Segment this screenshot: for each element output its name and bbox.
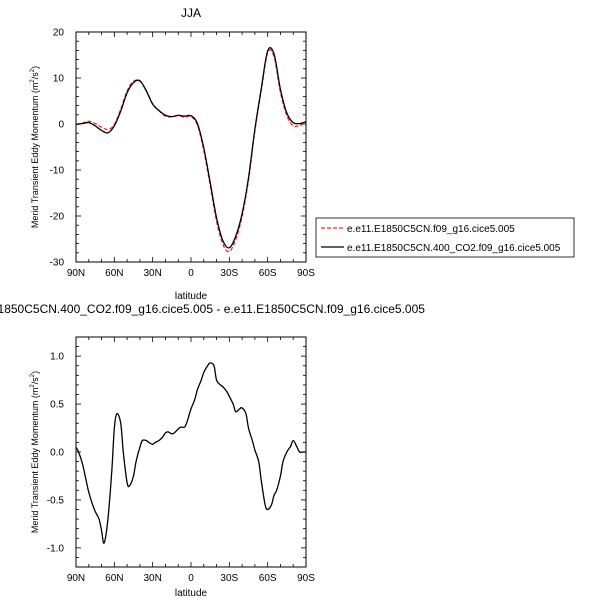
top-plot-frame (75, 31, 307, 263)
top-x-tick-label: 0 (188, 268, 194, 279)
legend: e.e11.E1850C5CN.f09_g16.cice5.005 e.e11.… (315, 217, 575, 258)
top-y-axis-label-close: ) (30, 66, 40, 69)
bottom-axis-ticks: 90N 60N 30N 0 30S 60S 90S -1.0 -0.5 0.0 0.5 1.0 (47, 336, 315, 584)
top-series-line-0 (75, 49, 307, 253)
legend-label-co2: e.e11.E1850C5CN.400_CO2.f09_g16.cice5.00… (347, 243, 561, 254)
bottom-y-tick-label: -1.0 (47, 543, 65, 554)
bottom-series-lines (75, 362, 306, 544)
top-y-tick-label: 20 (53, 28, 65, 39)
top-y-tick-label: -30 (50, 258, 65, 269)
top-x-tick-label: 60S (259, 268, 277, 279)
top-y-tick-label: 0 (58, 120, 64, 131)
bottom-y-axis-label-sup1: 2 (30, 384, 36, 388)
bottom-x-tick-label: 0 (188, 573, 194, 584)
bottom-y-tick-label: -0.5 (47, 495, 65, 506)
legend-label-control: e.e11.E1850C5CN.f09_g16.cice5.005 (347, 224, 515, 235)
top-y-tick-label: -20 (50, 212, 65, 223)
legend-frame (315, 217, 575, 258)
bottom-y-axis-label: Merid Transient Eddy Momentum (m2/s2) (30, 371, 40, 533)
top-chart-title: JJA (181, 6, 201, 20)
bottom-y-tick-label: 1.0 (50, 352, 64, 363)
bottom-y-axis-label-text: Merid Transient Eddy Momentum (m (30, 388, 40, 534)
top-x-tick-label: 30S (220, 268, 238, 279)
top-panel: JJA 90N 60N 30N 0 30S 60S 90S -30 -20 -10 0 10 20 la… (30, 6, 575, 302)
bottom-y-axis-label-mid: /s (30, 377, 40, 385)
bottom-x-tick-label: 60N (105, 573, 123, 584)
bottom-y-axis-label-sup2: 2 (30, 373, 36, 377)
bottom-x-tick-label: 60S (259, 573, 277, 584)
top-x-tick-label: 30N (143, 268, 161, 279)
top-y-axis-label-mid: /s (30, 72, 40, 80)
top-series-lines (75, 47, 307, 253)
bottom-y-tick-label: 0.5 (50, 400, 64, 411)
bottom-x-tick-label: 30N (143, 573, 161, 584)
top-axis-ticks: 90N 60N 30N 0 30S 60S 90S -30 -20 -10 0 10 20 (50, 28, 316, 280)
top-x-tick-label: 90N (67, 268, 85, 279)
bottom-y-tick-label: 0.0 (50, 448, 64, 459)
top-x-tick-label: 90S (297, 268, 315, 279)
top-y-tick-label: 10 (53, 74, 65, 85)
bottom-series-line-0 (75, 362, 306, 544)
bottom-chart-title: e.e11.E1850C5CN.400_CO2.f09_g16.cice5.00… (0, 302, 425, 316)
bottom-x-tick-label: 90N (67, 573, 85, 584)
top-y-axis-label-sup2: 2 (30, 68, 36, 72)
top-series-line-1 (75, 47, 307, 249)
bottom-x-axis-label: latitude (175, 588, 208, 599)
bottom-plot-frame (75, 336, 307, 568)
top-x-tick-label: 60N (105, 268, 123, 279)
bottom-x-tick-label: 90S (297, 573, 315, 584)
top-y-axis-label: Merid Transient Eddy Momentum (m2/s2) (30, 66, 40, 228)
top-y-axis-label-text: Merid Transient Eddy Momentum (m (30, 83, 40, 229)
top-y-tick-label: -10 (50, 166, 65, 177)
bottom-x-tick-label: 30S (220, 573, 238, 584)
bottom-y-axis-label-close: ) (30, 371, 40, 374)
bottom-panel: e.e11.E1850C5CN.400_CO2.f09_g16.cice5.00… (0, 302, 425, 599)
top-y-axis-label-sup1: 2 (30, 79, 36, 83)
top-x-axis-label: latitude (175, 291, 208, 302)
